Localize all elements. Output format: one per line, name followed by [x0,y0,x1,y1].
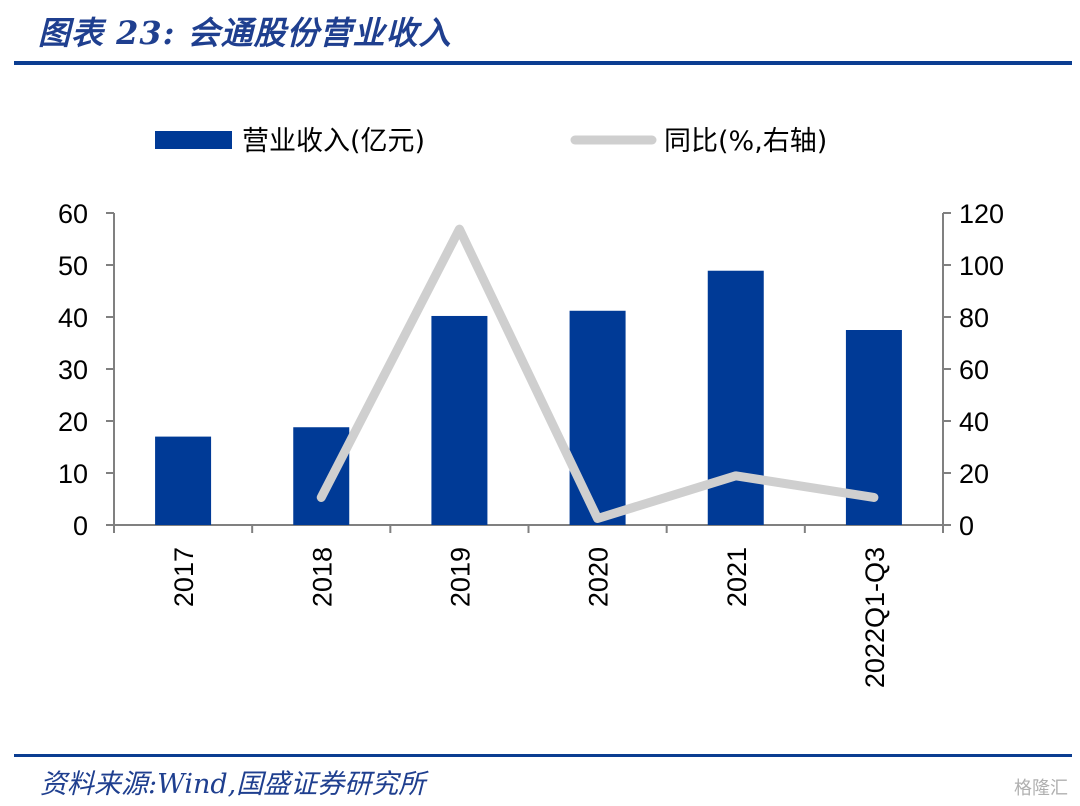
y-left-tick-label: 60 [58,199,88,229]
title-divider [14,61,1072,65]
x-tick-label: 2021 [722,547,752,607]
y-left-tick-label: 20 [58,407,88,437]
x-tick-label: 2019 [445,547,475,607]
bar [155,436,212,525]
bar [569,310,626,525]
y-left-tick-label: 40 [58,303,88,333]
x-tick-label: 2018 [307,547,337,607]
yoy-line [316,224,879,523]
legend-line-label: 同比(%,右轴) [664,126,827,157]
y-right-tick-label: 80 [959,303,989,333]
bar [707,270,764,525]
y-right-tick-label: 0 [959,511,974,541]
chart-title: 图表 23: 会通股份营业收入 [38,14,452,52]
x-tick-label: 2017 [169,547,199,607]
y-right-tick-label: 60 [959,355,989,385]
x-tick-label: 2022Q1-Q3 [860,547,890,688]
bar [293,427,350,525]
legend-bar-label: 营业收入(亿元) [242,126,425,157]
legend-bar-swatch [155,131,232,149]
footer-divider [14,754,1072,757]
y-left-tick-label: 50 [58,251,88,281]
y-left-tick-label: 10 [58,459,88,489]
y-right-tick-label: 20 [959,459,989,489]
chart: 营业收入(亿元) 同比(%,右轴) 0 10 20 30 40 50 60 0 20 40 60 80… [58,126,1004,688]
y-right-tick-label: 100 [959,251,1004,281]
y-left-tick-label: 30 [58,355,88,385]
plot-area: 0 10 20 30 40 50 60 0 20 40 60 80 100 120 2017 2018 2019… [58,199,1004,688]
y-right-tick-label: 120 [959,199,1004,229]
y-right-tick-label: 40 [959,407,989,437]
watermark: 格隆汇 [1014,778,1068,799]
bar [431,315,488,525]
legend: 营业收入(亿元) 同比(%,右轴) [155,126,827,157]
source-note: 资料来源:Wind,国盛证券研究所 [40,769,426,800]
x-tick-label: 2020 [584,547,614,607]
y-left-tick-label: 0 [73,511,88,541]
